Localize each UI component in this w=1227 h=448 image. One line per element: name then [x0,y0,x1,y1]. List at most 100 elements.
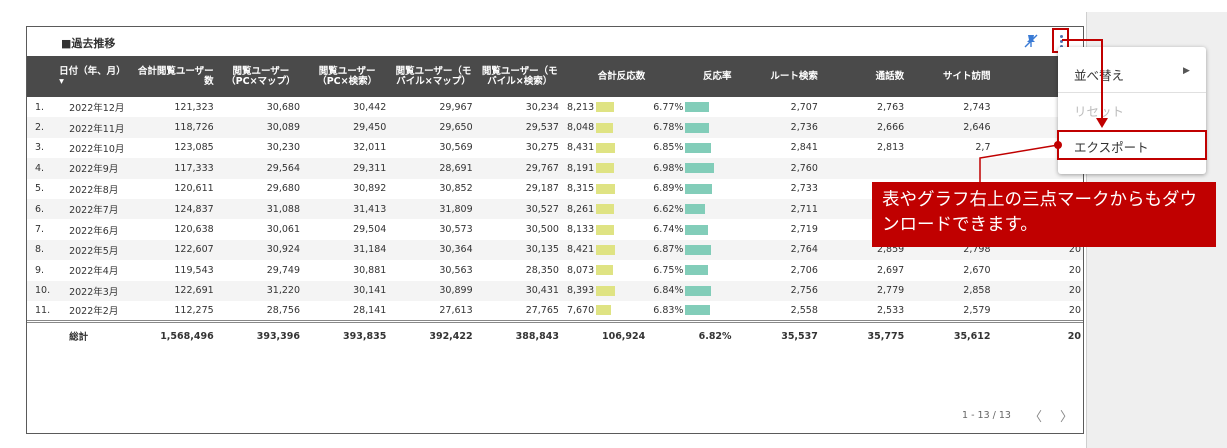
header-route-search[interactable]: ルート検索 [735,56,822,97]
row-index: 10. [27,280,56,301]
row-pc-map: 31,220 [217,280,304,301]
row-month: 2022年7月 [55,198,134,220]
row-route: 2,736 [735,117,822,138]
row-calls: 2,666 [821,117,909,138]
row-mobile-map: 30,899 [390,280,477,301]
header-total-users[interactable]: 合計閲覧ユーザー数 [133,56,218,97]
row-pc-search: 30,442 [353,101,387,113]
row-mobile-search: 29,767 [476,158,563,179]
row-rate: 6.62% [649,198,736,220]
row-pc-map: 31,088 [217,198,304,220]
row-month: 2022年8月 [69,184,119,196]
row-total-users: 119,543 [174,264,214,276]
table-row: 11. 2022年2月 112,275 28,756 28,141 27,613 27,76… [27,301,1083,321]
row-rate-value: 6.84% [653,285,684,297]
row-route: 2,558 [790,304,818,316]
header-reaction-rate[interactable]: 反応率 [649,56,736,97]
row-rate: 6.87% [649,239,736,261]
row-pc-map: 30,680 [266,101,300,113]
row-pc-search: 29,504 [353,224,387,236]
totals-total-users: 1,568,496 [133,319,218,350]
row-reactions-wrap: 8,213 [567,102,615,113]
rate-bar [685,265,709,276]
row-rate: 6.78% [649,117,736,138]
row-rate: 6.75% [649,260,735,280]
row-reactions: 8,073 [563,260,649,280]
row-rate-value: 6.75% [653,264,684,276]
rate-bar [685,183,713,194]
row-reactions-value: 8,048 [566,122,595,134]
row-route: 2,756 [735,280,822,301]
totals-calls: 35,775 [821,319,909,350]
menu-item-reset[interactable]: リセット [1074,104,1125,119]
row-index: 7. [35,224,45,236]
pin-slash-icon[interactable] [1022,32,1040,50]
row-calls [821,158,909,179]
chevron-left-icon[interactable]: 〈 [1028,410,1042,425]
row-mobile-map: 28,691 [390,158,477,179]
header-pc-map[interactable]: 閲覧ユーザー（PC×マップ） [217,56,304,97]
row-calls: 2,763 [876,101,905,113]
row-rate: 6.77% [649,97,735,117]
row-total-users: 124,837 [133,198,218,220]
row-reactions-wrap: 8,133 [567,224,615,235]
row-rate: 6.89% [649,179,735,199]
callout-note: 表やグラフ右上の三点マークからもダウンロードできます。 [872,182,1216,247]
row-rate-wrap: 6.87% [653,244,712,255]
totals-label: 総計 [55,319,134,350]
header-date[interactable]: 日付（年、月） ▾ [55,56,134,97]
header-site-visits[interactable]: サイト訪問 [908,56,995,97]
menu-item-export[interactable]: エクスポート [1074,140,1149,155]
row-reactions: 8,213 [563,97,649,117]
row-pc-map: 29,680 [266,183,300,195]
header-calls[interactable]: 通話数 [821,56,909,97]
row-pc-search: 29,450 [304,117,391,138]
pagination-range: 1 - 13 / 13 [962,410,1011,421]
row-reactions-wrap: 7,670 [567,305,612,316]
row-reactions-wrap: 8,191 [567,163,615,174]
row-site: 2,7 [975,142,991,154]
row-rate-wrap: 6.85% [653,142,712,153]
row-route: 2,707 [790,101,818,113]
table-row: 2. 2022年11月 118,726 30,089 29,450 29,650 29,53… [27,117,1083,138]
row-rate: 6.84% [649,280,736,301]
row-pc-map: 30,924 [217,239,304,261]
row-route: 2,760 [735,158,822,179]
header-pc-search[interactable]: 閲覧ユーザー（PC×検索） [304,56,391,97]
reactions-bar [596,142,616,153]
rate-bar [685,142,712,153]
header-total-reactions[interactable]: 合計反応数 [562,56,650,97]
row-site: 2,743 [963,101,991,113]
rate-bar [685,102,710,113]
table-row: 5. 2022年8月 120,611 29,680 30,892 30,852 29,187… [27,179,1083,199]
chevron-right-icon[interactable]: 〉 [1059,410,1073,425]
row-mobile-search: 29,537 [476,117,563,138]
row-rate-value: 6.89% [653,183,684,195]
header-mobile-map[interactable]: 閲覧ユーザー（モバイル×マップ） [390,56,477,97]
header-mobile-search[interactable]: 閲覧ユーザー（モバイル×検索） [476,56,563,97]
rate-bar [685,163,715,174]
row-reactions-wrap: 8,393 [567,285,616,296]
row-total-users: 123,085 [174,142,214,154]
row-pc-search: 28,141 [353,304,387,316]
row-pc-map: 30,089 [217,117,304,138]
row-pc-search: 29,311 [304,158,391,179]
row-rate-wrap: 6.77% [653,102,710,113]
more-vert-icon[interactable] [1054,30,1068,52]
row-mobile-search: 27,765 [525,304,559,316]
row-reactions-wrap: 8,048 [566,122,614,134]
row-site: 2,646 [908,117,995,138]
menu-item-sort[interactable]: 並べ替え [1074,68,1125,83]
row-pc-search: 31,413 [304,198,391,220]
row-index: 9. [35,264,45,276]
row-total-users: 118,726 [133,117,218,138]
submenu-arrow-icon: ▶ [1183,66,1190,76]
row-route: 2,706 [790,264,818,276]
row-rate-wrap: 6.84% [653,285,712,297]
row-rate-value: 6.98% [653,162,684,174]
row-calls: 2,813 [876,142,905,154]
row-mobile-search: 30,234 [525,101,559,113]
menu-divider [1058,92,1206,93]
row-reactions: 8,191 [562,158,650,179]
